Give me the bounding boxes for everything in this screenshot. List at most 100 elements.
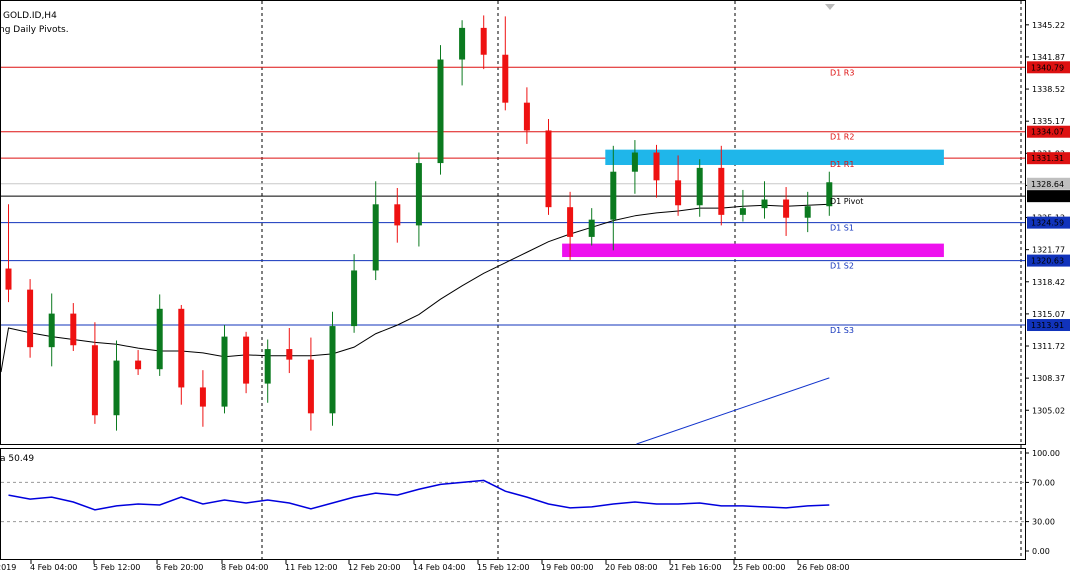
- time-tick-label: 4 Feb 04:00: [30, 563, 77, 572]
- pivot-name: D1 R1: [830, 160, 854, 169]
- candle-body: [588, 219, 595, 237]
- price-tick-label: 1345.22: [1032, 21, 1065, 30]
- price-tick-label: 1315.07: [1032, 310, 1065, 319]
- pivot-name: D1 R2: [830, 133, 854, 142]
- candle-body: [135, 360, 142, 370]
- candle-body: [372, 204, 379, 271]
- candle-body: [5, 268, 12, 290]
- indicator-title: ng Daily Pivots.: [0, 25, 69, 35]
- candle-body: [502, 54, 509, 103]
- pivot-price-badge: 1324.59: [1031, 219, 1064, 228]
- time-tick-label: 26 Feb 08:00: [797, 563, 849, 572]
- candle-body: [783, 199, 790, 218]
- candle-body: [437, 59, 444, 164]
- pivot-price-badge-bg: [1027, 61, 1070, 74]
- candle-body: [199, 387, 206, 407]
- candle-body: [523, 102, 530, 131]
- price-tick-label: 1321.77: [1032, 246, 1065, 255]
- candle-body: [804, 206, 811, 218]
- time-tick-label: 5 Feb 12:00: [93, 563, 140, 572]
- candle-body: [718, 167, 725, 215]
- time-tick-label: 25 Feb 00:00: [733, 563, 785, 572]
- pivot-labels: D1 R3 D1 R2 D1 R1 D1 Pivot D1 S1 D1 S2 D1 S3: [830, 68, 863, 335]
- price-tick-label: 1308.37: [1032, 374, 1065, 383]
- price-tick-label: 1338.52: [1032, 85, 1065, 94]
- candle-body: [610, 171, 617, 220]
- price-tick-label: 1318.42: [1032, 278, 1065, 287]
- candle-body: [545, 130, 552, 208]
- candle-body: [307, 359, 314, 414]
- time-tick-label: 2019: [0, 563, 16, 572]
- candle-body: [156, 308, 163, 370]
- pivot-price-badge-bg: [1027, 216, 1070, 229]
- candle-body: [286, 349, 293, 360]
- candle-body: [178, 308, 185, 388]
- candle-body: [567, 207, 574, 237]
- pivot-name: D1 S1: [830, 224, 854, 233]
- time-tick-label: 15 Feb 12:00: [477, 563, 529, 572]
- price-panel[interactable]: [0, 0, 1026, 445]
- pivot-name: D1 S2: [830, 262, 854, 271]
- time-tick-label: 21 Feb 16:00: [669, 563, 721, 572]
- candle-body: [394, 204, 401, 226]
- time-tick-label: 11 Feb 12:00: [285, 563, 337, 572]
- price-tick-label: 1305.02: [1032, 406, 1065, 415]
- candle-body: [675, 180, 682, 206]
- pivot-name: D1 Pivot: [830, 197, 863, 206]
- last-price-badge-bg: [1027, 177, 1070, 190]
- candle-body: [480, 27, 487, 55]
- pivot-price-badge: 1340.79: [1031, 63, 1064, 72]
- candle-body: [27, 289, 34, 348]
- resistance-zone: [605, 149, 944, 165]
- osc-tick-label: 30.00: [1032, 518, 1055, 527]
- pivot-price-badge: 1331.31: [1031, 154, 1064, 163]
- pivot-levels: [1, 66, 1025, 326]
- candle-body: [826, 182, 833, 207]
- pivot-price-badge-bg: [1027, 152, 1070, 165]
- pivot-price-badge: 1334.07: [1031, 128, 1064, 137]
- pivot-price-badge-bg: [1027, 190, 1070, 203]
- ma-fast-line: [0, 203, 830, 373]
- pivot-name: D1 R3: [830, 68, 854, 77]
- candle-body: [264, 349, 271, 384]
- osc-tick-label: 70.00: [1032, 478, 1055, 487]
- candle-body: [329, 326, 336, 414]
- chart-grid: [261, 1, 1022, 559]
- time-tick-label: 20 Feb 08:00: [605, 563, 657, 572]
- candle-body: [221, 336, 228, 407]
- candle-body: [415, 163, 422, 226]
- pivot-price-badge: 1313.91: [1031, 321, 1064, 330]
- candlestick-series: [5, 15, 833, 431]
- pivot-price-badge: 1320.63: [1031, 257, 1064, 266]
- pivot-price-badge-bg: [1027, 125, 1070, 138]
- pivot-price-badge-bg: [1027, 319, 1070, 332]
- time-tick-label: 6 Feb 20:00: [156, 563, 203, 572]
- time-tick-label: 12 Feb 20:00: [348, 563, 400, 572]
- ma-slow-line: [636, 377, 830, 445]
- time-tick-label: 19 Feb 00:00: [541, 563, 593, 572]
- last-price-badge: 1328.64: [1031, 180, 1064, 189]
- chart-shift-marker[interactable]: [825, 4, 835, 10]
- support-zone: [562, 243, 944, 258]
- osc-tick-label: 100.00: [1032, 449, 1060, 458]
- price-tick-label: 1341.87: [1032, 53, 1065, 62]
- pivot-price-badge: 1327.35: [1031, 192, 1064, 201]
- oscillator-series: [1, 479, 1025, 523]
- pivot-name: D1 S3: [830, 326, 854, 335]
- candle-body: [739, 208, 746, 215]
- time-axis: 2019 4 Feb 04:00 5 Feb 12:00 6 Feb 20:00 8 F…: [0, 560, 849, 572]
- candle-body: [70, 313, 77, 346]
- highlight-zones: [562, 149, 944, 258]
- price-axis: 1345.221341.871338.521335.171331.821328.…: [1025, 21, 1070, 415]
- oscillator-line: [8, 479, 830, 511]
- candle-body: [653, 152, 660, 181]
- candle-body: [113, 360, 120, 416]
- candle-body: [459, 27, 466, 60]
- candle-body: [351, 270, 358, 327]
- candle-body: [91, 345, 98, 416]
- pivot-price-badge-bg: [1027, 254, 1070, 267]
- oscillator-panel[interactable]: [0, 448, 1026, 560]
- osc-tick-label: 0.00: [1032, 547, 1050, 556]
- candle-body: [48, 313, 55, 348]
- symbol-title: GOLD.ID,H4: [3, 11, 57, 21]
